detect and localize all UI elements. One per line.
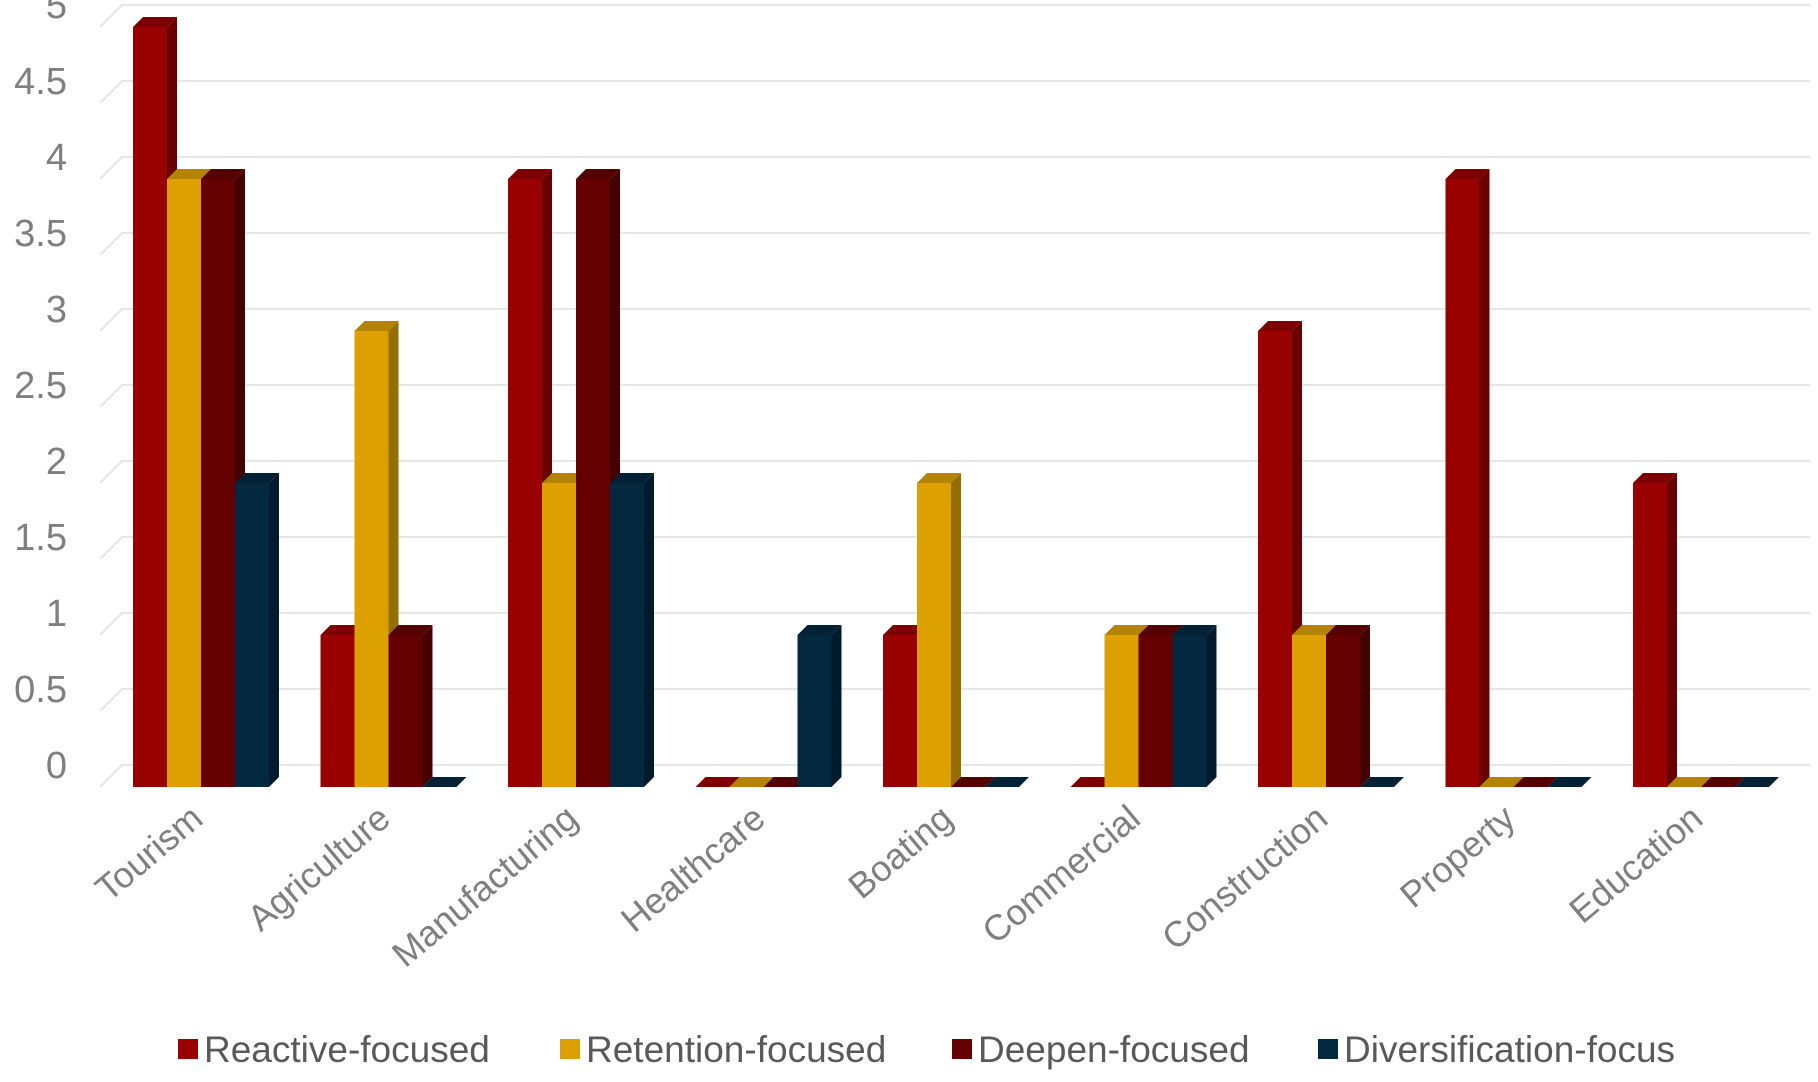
gridline [99, 460, 1810, 484]
gridline [99, 536, 1810, 560]
gridline [99, 688, 1810, 712]
legend-swatch [1318, 1039, 1338, 1059]
x-category-label: Boating [840, 797, 960, 907]
bar [695, 777, 740, 787]
y-tick-label: 3 [46, 289, 67, 331]
legend-swatch [560, 1039, 580, 1059]
y-tick-label: 5 [46, 0, 67, 27]
bar [1172, 625, 1217, 787]
x-category-label: Manufacturing [384, 797, 585, 975]
bar [1735, 777, 1779, 787]
bar [388, 625, 433, 787]
x-category-label: Agriculture [239, 797, 397, 939]
legend-swatch [952, 1039, 972, 1059]
legend-item: Reactive-focused [178, 1029, 490, 1070]
gridline [99, 764, 1810, 788]
gridline [99, 308, 1810, 332]
bar [917, 473, 961, 787]
bar [1070, 777, 1115, 787]
y-tick-label: 1.5 [14, 517, 67, 559]
x-category-label: Tourism [87, 797, 210, 909]
bar [422, 777, 467, 787]
legend-label: Deepen-focused [978, 1029, 1250, 1070]
bar [610, 473, 654, 787]
bar [1326, 625, 1370, 787]
bar [1445, 169, 1490, 787]
x-category-label: Commercial [974, 797, 1147, 952]
y-axis-ticks: 0 0.5 1 1.5 2 2.5 3 3.5 4 4.5 5 [14, 0, 67, 787]
y-tick-label: 0.5 [14, 669, 67, 711]
bar [763, 777, 808, 787]
gridline [99, 384, 1810, 408]
x-category-label: Property [1392, 797, 1523, 916]
legend: Reactive-focused Retention-focused Deepen-… [178, 1029, 1675, 1070]
gridline [99, 80, 1810, 104]
bar [951, 777, 995, 787]
bar [1633, 473, 1677, 787]
legend-item: Diversification-focus [1318, 1029, 1675, 1070]
gridline [99, 232, 1810, 256]
x-category-label: Education [1561, 797, 1710, 931]
legend-label: Reactive-focused [204, 1029, 490, 1070]
bar [729, 777, 774, 787]
gridlines [99, 4, 1810, 788]
bar [1513, 777, 1558, 787]
y-tick-label: 1 [46, 593, 67, 635]
y-tick-label: 2 [46, 441, 67, 483]
gridline [99, 4, 1810, 28]
gridline [99, 156, 1810, 180]
legend-swatch [178, 1039, 198, 1059]
bar [1479, 777, 1524, 787]
gridline [99, 612, 1810, 636]
y-tick-label: 4 [46, 137, 67, 179]
y-tick-label: 0 [46, 745, 67, 787]
bars [133, 17, 1779, 787]
legend-label: Retention-focused [586, 1029, 886, 1070]
y-tick-label: 2.5 [14, 365, 67, 407]
bar [985, 777, 1029, 787]
bar [1667, 777, 1711, 787]
x-category-label: Construction [1154, 797, 1335, 958]
bar [1701, 777, 1745, 787]
bar [235, 473, 279, 787]
legend-label: Diversification-focus [1344, 1029, 1675, 1070]
legend-item: Deepen-focused [952, 1029, 1250, 1070]
bar [1360, 777, 1404, 787]
y-tick-label: 3.5 [14, 213, 67, 255]
bar [797, 625, 842, 787]
y-tick-label: 4.5 [14, 61, 67, 103]
x-category-label: Healthcare [613, 797, 773, 940]
legend-item: Retention-focused [560, 1029, 886, 1070]
bar [1547, 777, 1592, 787]
